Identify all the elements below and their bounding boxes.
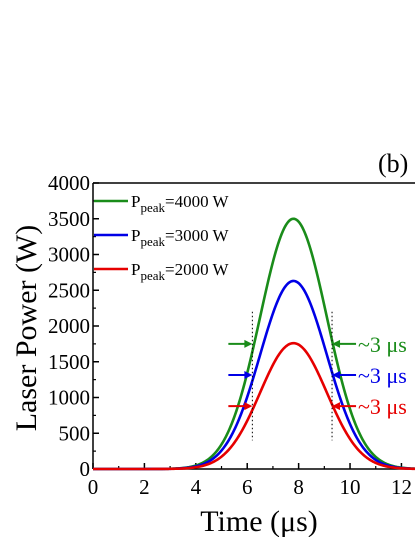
fwhm-arrowhead-left-1 xyxy=(244,339,253,348)
y-tick-label: 1000 xyxy=(48,386,90,410)
fwhm-arrowhead-right-2 xyxy=(332,370,341,379)
fwhm-arrowhead-right-3 xyxy=(332,402,341,411)
y-tick-label: 1500 xyxy=(48,350,90,374)
x-tick-label: 8 xyxy=(293,475,304,499)
legend-entry-1: Ppeak=4000 W xyxy=(131,192,230,215)
y-tick-label: 3000 xyxy=(48,243,90,267)
y-tick-label: 2500 xyxy=(48,278,90,302)
panel-label: (b) xyxy=(378,149,408,178)
plot-area: 0 500 1000 1500 2000 2500 3000 3500 4000 0 2 4 6 8 10 1… xyxy=(48,171,415,499)
fwhm-arrowhead-left-2 xyxy=(244,370,253,379)
x-axis-label: Time (μs) xyxy=(200,505,318,537)
y-tick-label: 0 xyxy=(80,457,91,481)
y-tick-label: 2000 xyxy=(48,314,90,338)
y-tick-label: 4000 xyxy=(48,171,90,195)
y-axis-label: Laser Power (W) xyxy=(10,225,43,432)
legend-entry-3: Ppeak=2000 W xyxy=(131,260,230,283)
x-tick-label: 6 xyxy=(242,475,253,499)
x-tick-label: 4 xyxy=(191,475,202,499)
x-tick-label: 2 xyxy=(139,475,150,499)
fwhm-label-2: ~3 μs xyxy=(358,363,407,388)
x-tick-label: 12 xyxy=(391,475,412,499)
y-tick-label: 500 xyxy=(59,421,91,445)
y-tick-label: 3500 xyxy=(48,207,90,231)
x-tick-label: 0 xyxy=(88,475,99,499)
series-line-3 xyxy=(93,341,415,471)
fwhm-label-1: ~3 μs xyxy=(358,332,407,357)
fwhm-arrowhead-left-3 xyxy=(244,402,253,411)
legend-entry-2: Ppeak=3000 W xyxy=(131,226,230,249)
fwhm-label-3: ~3 μs xyxy=(358,394,407,419)
x-tick-label: 10 xyxy=(340,475,361,499)
fwhm-arrowhead-right-1 xyxy=(332,339,341,348)
